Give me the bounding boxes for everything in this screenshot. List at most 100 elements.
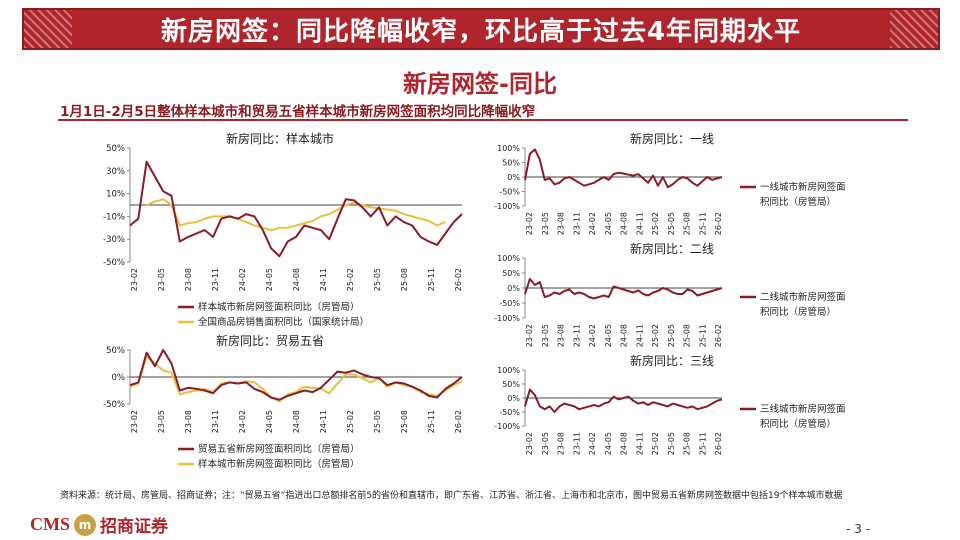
x-tick-label: 24-02 [588, 432, 597, 455]
x-tick-label: 25-08 [683, 432, 692, 455]
chart-title: 新房同比：一线 [630, 131, 714, 146]
legend-label: 二线城市新房网签面 [760, 291, 846, 303]
y-tick-label: 50% [502, 269, 520, 278]
x-tick-label: 24-02 [238, 410, 247, 433]
x-tick-label: 23-02 [525, 212, 534, 235]
x-tick-label: 25-11 [698, 432, 707, 455]
x-tick-label: 23-11 [572, 324, 581, 347]
chart-trade5: 新房同比：贸易五省 50% 0% -50% 23-02 23-05 23-08 23-11 24… [103, 333, 463, 470]
company-logo: CMS m 招商证券 [30, 512, 168, 537]
x-tick-label: 25-05 [667, 432, 676, 455]
series-line [524, 388, 723, 413]
page-number: - 3 - [846, 522, 870, 536]
x-tick-label: 25-05 [667, 212, 676, 235]
x-tick-label: 24-11 [319, 410, 328, 433]
series-line [129, 349, 463, 401]
x-tick-label: 23-11 [211, 410, 220, 433]
x-tick-label: 23-08 [184, 268, 193, 291]
legend-label: 积同比（房管局） [760, 418, 836, 430]
x-tick-label: 23-05 [157, 410, 166, 433]
x-tick-label: 25-05 [667, 324, 676, 347]
x-tick-label: 26-02 [454, 410, 463, 433]
y-tick-label: -100% [494, 422, 520, 431]
x-tick-label: 25-02 [346, 268, 355, 291]
chart-sample: 新房同比：样本城市 50% 30% 10% -10% -30% -50% 23-02 23-05… [103, 131, 463, 328]
y-tick-label: 50% [106, 144, 125, 154]
chart-title: 新房同比：三线 [630, 353, 714, 368]
x-tick-label: 24-11 [635, 324, 644, 347]
section-title: 新房网签-同比 [403, 70, 557, 98]
x-tick-label: 24-08 [292, 268, 301, 291]
y-tick-label: -100% [494, 314, 520, 323]
x-tick-label: 25-08 [683, 324, 692, 347]
logo-cms-text: CMS [30, 514, 70, 534]
x-tick-label: 26-02 [714, 432, 723, 455]
y-tick-label: -100% [494, 202, 520, 211]
chart-tier1: 新房同比：一线 100% 50% 0% -50% -100% 23-02 23-05 23-08… [494, 131, 845, 235]
x-tick-label: 25-02 [346, 410, 355, 433]
x-tick-label: 25-08 [400, 410, 409, 433]
chart-title: 新房同比：样本城市 [226, 131, 334, 146]
banner-pattern-left [24, 10, 72, 48]
x-tick-label: 25-02 [651, 324, 660, 347]
source-note: 资料来源：统计局、房管局、招商证券；注：“贸易五省”指进出口总额排名前5的省份和… [60, 491, 843, 501]
banner-pattern-right [890, 10, 938, 48]
header-title: 新房网签：同比降幅收窄，环比高于过去4年同期水平 [160, 16, 802, 47]
chart-subtitle: 1月1日-2月5日整体样本城市和贸易五省样本城市新房网签面积均同比降幅收窄 [60, 104, 536, 120]
x-tick-label: 23-02 [130, 268, 139, 291]
y-tick-label: 50% [502, 159, 520, 168]
x-tick-label: 23-11 [572, 212, 581, 235]
y-tick-label: 50% [502, 380, 520, 389]
x-tick-label: 24-05 [265, 410, 274, 433]
series-line [146, 198, 446, 232]
x-tick-label: 23-02 [525, 324, 534, 347]
chart-tier3: 新房同比：三线 100% 50% 0% -50% -100% 23-02 23-05 23-08… [494, 353, 845, 455]
x-tick-label: 23-02 [525, 432, 534, 455]
x-tick-label: 23-08 [557, 432, 566, 455]
chart-title: 新房同比：贸易五省 [216, 333, 324, 348]
legend-label: 积同比（房管局） [760, 196, 836, 208]
x-tick-label: 23-05 [541, 324, 550, 347]
legend-label: 一线城市新房网签面 [760, 181, 846, 193]
x-tick-label: 24-05 [265, 268, 274, 291]
subtitle-rule [58, 119, 908, 121]
x-tick-label: 23-05 [541, 432, 550, 455]
y-tick-label: -10% [103, 212, 125, 222]
series-line [524, 278, 723, 300]
x-tick-label: 26-02 [454, 268, 463, 291]
x-tick-label: 24-05 [604, 212, 613, 235]
y-tick-label: 0% [507, 394, 520, 403]
chart-title: 新房同比：二线 [630, 241, 714, 256]
x-tick-label: 23-05 [157, 268, 166, 291]
y-tick-label: -30% [103, 235, 125, 245]
legend-label: 积同比（房管局） [760, 306, 836, 318]
x-tick-label: 25-11 [698, 324, 707, 347]
x-tick-label: 25-02 [651, 212, 660, 235]
y-tick-label: 0% [112, 373, 126, 383]
x-tick-label: 25-11 [427, 268, 436, 291]
x-tick-label: 26-02 [714, 324, 723, 347]
x-tick-label: 26-02 [714, 212, 723, 235]
y-tick-label: -50% [499, 299, 520, 308]
x-tick-label: 23-08 [557, 212, 566, 235]
x-tick-label: 24-02 [588, 212, 597, 235]
legend-label: 三线城市新房网签面 [760, 403, 846, 415]
y-tick-label: 0% [507, 284, 520, 293]
y-tick-label: 50% [106, 346, 125, 356]
x-tick-label: 24-11 [635, 432, 644, 455]
x-tick-label: 24-11 [319, 268, 328, 291]
y-tick-label: -50% [103, 258, 125, 268]
x-tick-label: 25-11 [698, 212, 707, 235]
x-tick-label: 24-08 [620, 432, 629, 455]
legend-label: 全国商品房销售面积同比（国家统计局） [198, 316, 369, 328]
x-tick-label: 23-08 [557, 324, 566, 347]
legend-label: 贸易五省新房网签面积同比（房管局） [198, 443, 360, 455]
y-tick-label: 10% [106, 190, 125, 200]
x-tick-label: 23-11 [211, 268, 220, 291]
x-tick-label: 25-11 [427, 410, 436, 433]
series-line [129, 160, 463, 258]
y-tick-label: 30% [106, 167, 125, 177]
x-tick-label: 23-11 [572, 432, 581, 455]
y-tick-label: -50% [499, 188, 520, 197]
